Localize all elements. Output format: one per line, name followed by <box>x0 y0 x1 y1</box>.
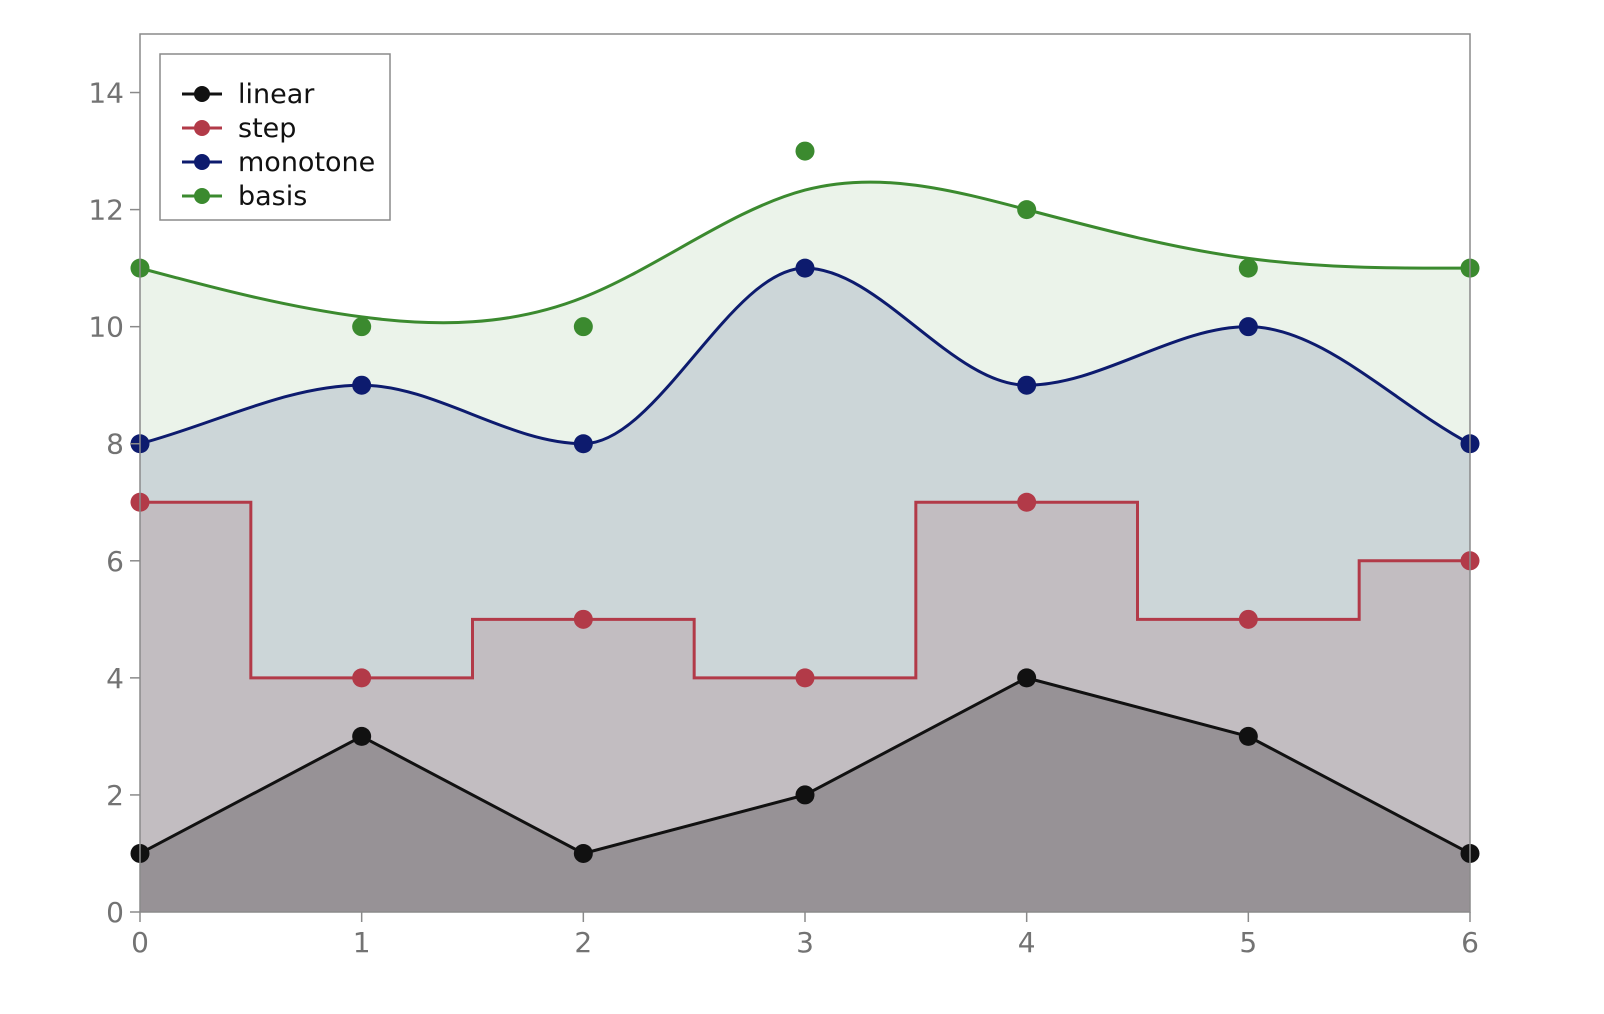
y-tick-label: 8 <box>106 428 124 461</box>
x-tick-label: 6 <box>1461 926 1479 959</box>
x-tick-label: 2 <box>574 926 592 959</box>
legend-label-monotone: monotone <box>238 147 375 178</box>
point-monotone-3 <box>795 258 815 278</box>
x-tick-label: 1 <box>353 926 371 959</box>
line-basis <box>139 180 1470 325</box>
legend-label-linear: linear <box>238 79 315 110</box>
point-linear-5 <box>1238 726 1258 746</box>
y-tick-label: 4 <box>106 662 124 695</box>
y-tick-label: 12 <box>88 194 124 227</box>
point-step-2 <box>573 609 593 629</box>
point-linear-3 <box>795 785 815 805</box>
legend-marker-monotone <box>194 154 210 170</box>
y-tick-label: 6 <box>106 545 124 578</box>
legend-marker-step <box>194 120 210 136</box>
x-tick-label: 4 <box>1018 926 1036 959</box>
point-step-4 <box>1017 492 1037 512</box>
x-tick-label: 0 <box>131 926 149 959</box>
point-basis-4 <box>1017 200 1037 220</box>
areas-layer <box>140 182 1470 913</box>
x-tick-label: 3 <box>796 926 814 959</box>
point-linear-1 <box>352 726 372 746</box>
legend-marker-basis <box>194 188 210 204</box>
y-tick-label: 14 <box>88 77 124 110</box>
y-tick-label: 0 <box>106 896 124 929</box>
point-step-3 <box>795 668 815 688</box>
point-linear-4 <box>1017 668 1037 688</box>
points-layer <box>130 141 1480 863</box>
point-basis-5 <box>1238 258 1258 278</box>
legend-label-step: step <box>238 113 296 144</box>
point-linear-2 <box>573 843 593 863</box>
point-monotone-5 <box>1238 317 1258 337</box>
area-basis <box>140 182 1470 913</box>
point-monotone-2 <box>573 434 593 454</box>
point-basis-3 <box>795 141 815 161</box>
point-monotone-1 <box>352 375 372 395</box>
point-step-1 <box>352 668 372 688</box>
point-monotone-4 <box>1017 375 1037 395</box>
legend-marker-linear <box>194 86 210 102</box>
y-tick-label: 2 <box>106 779 124 812</box>
legend-label-basis: basis <box>238 181 307 212</box>
y-tick-label: 10 <box>88 311 124 344</box>
point-basis-2 <box>573 317 593 337</box>
area-monotone <box>140 268 1470 912</box>
x-tick-label: 5 <box>1239 926 1257 959</box>
point-step-5 <box>1238 609 1258 629</box>
point-basis-1 <box>352 317 372 337</box>
